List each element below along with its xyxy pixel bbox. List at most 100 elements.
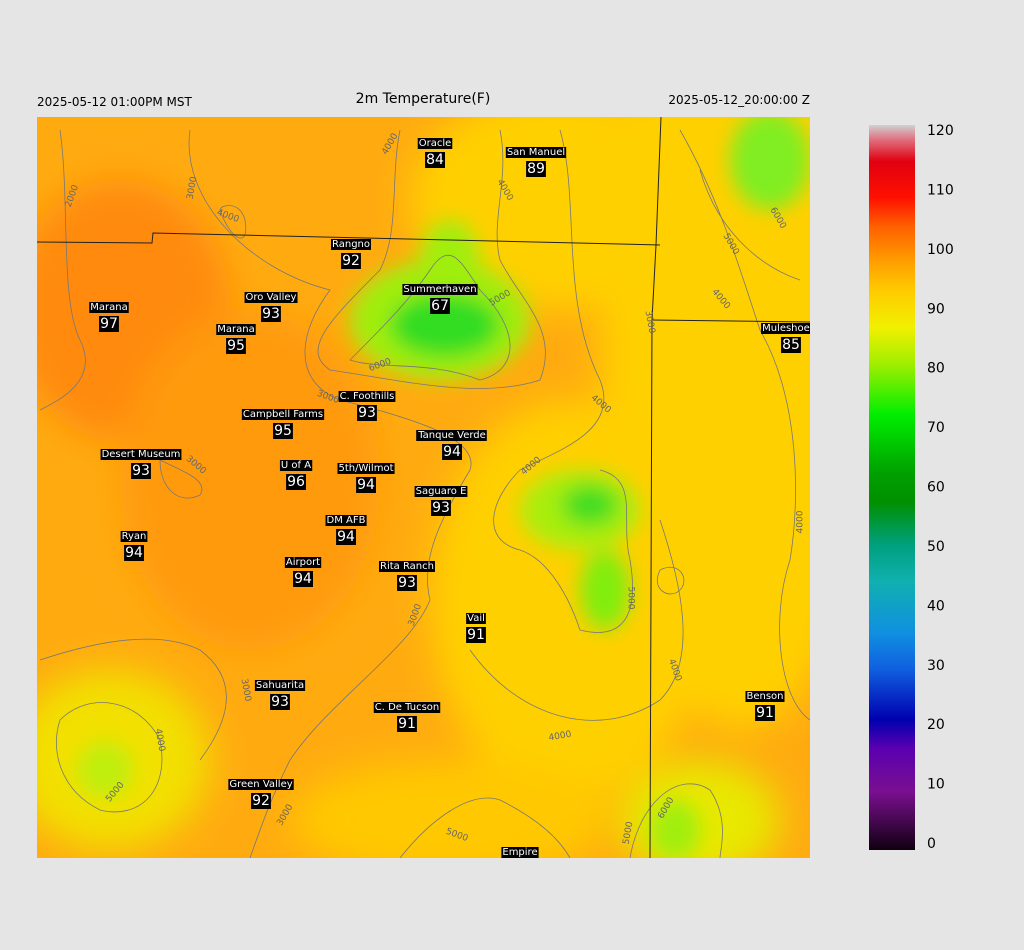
station-value-bg	[397, 716, 417, 732]
station-value-bg	[526, 161, 546, 177]
station-name-bg	[414, 486, 468, 497]
station-name-bg	[505, 147, 567, 158]
station-name-bg	[417, 138, 453, 149]
station-name: Rita Ranch	[380, 561, 434, 572]
station-name-bg	[331, 239, 371, 250]
contour-label: 5000	[626, 587, 636, 610]
colorbar-tick-label: 60	[927, 480, 945, 496]
station-name: Tanque Verde	[417, 430, 486, 441]
station-name: C. De Tucson	[375, 702, 439, 713]
station-name: Summerhaven	[403, 284, 476, 295]
station-value-bg	[286, 474, 306, 490]
colorbar-tick-label: 80	[927, 361, 945, 377]
station-name: Marana	[217, 324, 254, 335]
valid-local: 2025-05-12 01:00PM MST	[37, 95, 193, 109]
station-name: Saguaro E	[416, 486, 467, 497]
station-value-bg	[226, 338, 246, 354]
station-name: Campbell Farms	[243, 409, 323, 420]
contour-label: 4000	[153, 728, 167, 753]
colorbar-tick-label: 20	[927, 717, 945, 733]
station-value: 92	[252, 793, 270, 809]
colorbar-tick-label: 70	[927, 420, 945, 436]
contour-label: 3000	[186, 176, 200, 201]
station-name-bg	[466, 613, 486, 624]
station-name: Green Valley	[229, 779, 292, 790]
station-value-bg	[781, 337, 801, 353]
station-value-bg	[425, 152, 445, 168]
station-name-bg	[284, 557, 322, 568]
colorbar	[869, 125, 915, 850]
station-value-bg	[341, 253, 361, 269]
station-name: Rangno	[332, 239, 370, 250]
station-name-bg	[241, 409, 325, 420]
station-value-bg	[251, 793, 271, 809]
station-name-bg	[379, 561, 435, 572]
station-value-bg	[466, 627, 486, 643]
station-name: Desert Museum	[102, 449, 181, 460]
station-value: 96	[287, 474, 305, 490]
station-value-bg	[356, 477, 376, 493]
station-value: 94	[357, 477, 375, 493]
station-value: 91	[756, 705, 774, 721]
station-name-bg	[325, 515, 367, 526]
colorbar-tick-label: 100	[927, 242, 954, 258]
colorbar-tick-label: 10	[927, 777, 945, 793]
valid-utc: 2025-05-12_20:00:00 Z	[668, 93, 810, 107]
station-value: 93	[262, 306, 280, 322]
station-name: Oro Valley	[246, 292, 297, 303]
station-name: Airport	[286, 557, 320, 568]
station-value-bg	[336, 529, 356, 545]
station-name: 5th/Wilmot	[339, 463, 394, 474]
station-value: 95	[227, 338, 245, 354]
station-name: DM AFB	[327, 515, 366, 526]
station-value: 89	[527, 161, 545, 177]
station-value: 67	[431, 298, 449, 314]
colorbar-tick-label: 40	[927, 598, 945, 614]
station-value: 92	[342, 253, 360, 269]
station-name: C. Foothills	[340, 391, 395, 402]
station-name-bg	[373, 702, 441, 713]
station-value: 94	[294, 571, 312, 587]
station-value-bg	[261, 306, 281, 322]
station-name-bg	[216, 324, 256, 335]
station-value-bg	[131, 463, 151, 479]
station-value: 93	[398, 575, 416, 591]
station-value: 94	[443, 444, 461, 460]
station-name: Oracle	[419, 138, 452, 149]
station-value-bg	[273, 423, 293, 439]
station-value: 97	[100, 316, 118, 332]
station-value-bg	[293, 571, 313, 587]
station-name: Vail	[467, 613, 485, 624]
station-name-bg	[402, 284, 478, 295]
station-name: Empire	[502, 847, 537, 858]
station-value: 91	[467, 627, 485, 643]
station-value-bg	[442, 444, 462, 460]
station-value: 94	[125, 545, 143, 561]
station-name-bg	[279, 460, 313, 471]
station-name-bg	[254, 680, 306, 691]
contour-label: 4000	[548, 730, 573, 744]
station-value: 93	[432, 500, 450, 516]
station-name: U of A	[281, 460, 311, 471]
station-value: 91	[398, 716, 416, 732]
contour-label: 5000	[622, 821, 636, 846]
station-name: San Manuel	[507, 147, 565, 158]
station-name-bg	[89, 302, 129, 313]
station-name: Muleshoe R	[762, 323, 820, 334]
title: 2m Temperature(F)	[356, 91, 491, 107]
station-value: 93	[271, 694, 289, 710]
colorbar-tick-label: 50	[927, 539, 945, 555]
contour-label: 3000	[643, 310, 657, 335]
station-value: 93	[358, 405, 376, 421]
station-name-bg	[761, 323, 810, 334]
station-value: 84	[426, 152, 444, 168]
colorbar-tick-label: 120	[927, 123, 954, 139]
station-name: Marana	[90, 302, 127, 313]
station-value-bg	[755, 705, 775, 721]
station-name-bg	[501, 847, 539, 858]
station-value: 95	[274, 423, 292, 439]
station-name: Ryan	[122, 531, 147, 542]
station-name-bg	[337, 463, 395, 474]
station-value-bg	[270, 694, 290, 710]
